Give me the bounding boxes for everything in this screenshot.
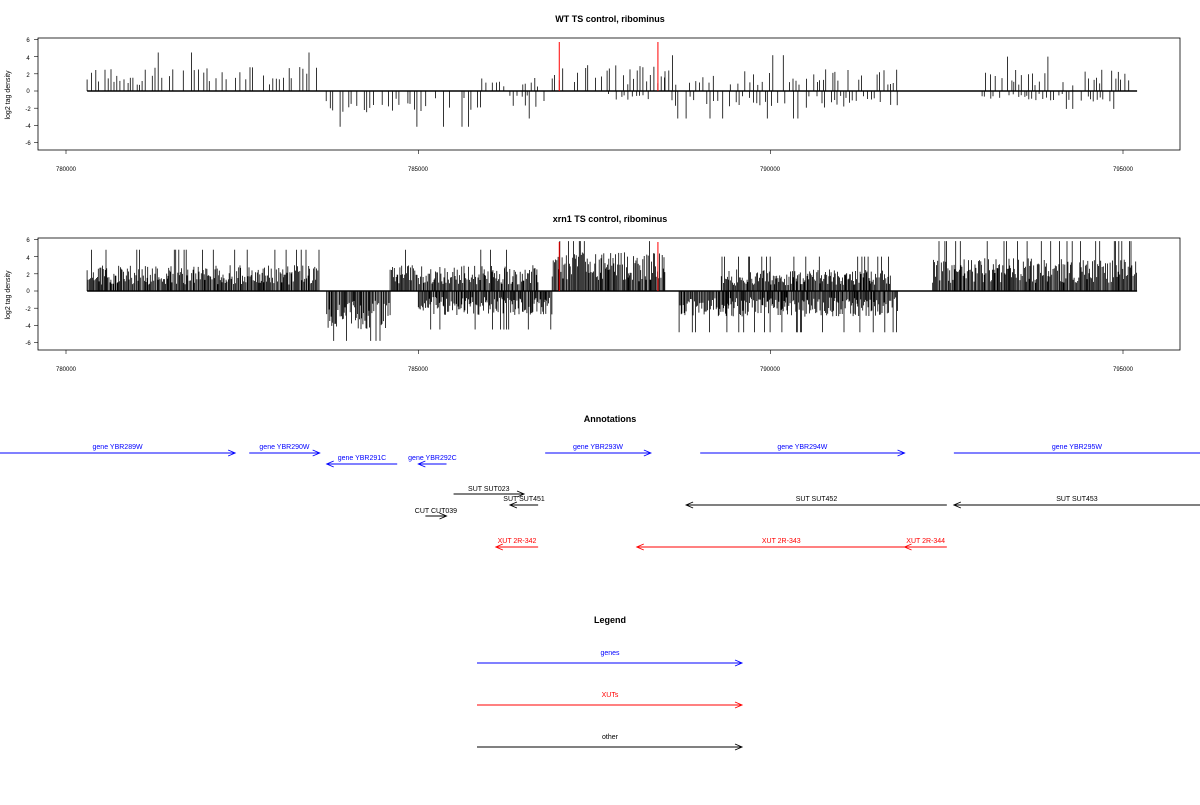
annotation-arrowhead xyxy=(494,543,504,551)
x-tick-label: 780000 xyxy=(56,367,77,373)
annotation-label: SUT SUT451 xyxy=(503,496,545,503)
annotation-feature: gene YBR290W xyxy=(249,444,321,457)
xrn1-track-title: xrn1 TS control, ribominus xyxy=(553,214,668,224)
wt-x-axis: 780000 785000 790000 795000 xyxy=(56,167,1134,173)
y-tick-label: 2 xyxy=(26,273,30,279)
y-tick-label: -4 xyxy=(25,124,31,130)
annotation-label: gene YBR290W xyxy=(259,444,309,451)
y-tick-label: -2 xyxy=(25,307,31,313)
legend-item: genes xyxy=(477,650,744,667)
annotation-feature: SUT SUT453 xyxy=(952,496,1200,509)
annotation-feature: gene YBR293W xyxy=(545,444,653,457)
annotation-feature: gene YBR289W xyxy=(0,444,237,457)
annotation-label: XUT 2R-343 xyxy=(762,538,801,545)
annotation-label: gene YBR293W xyxy=(573,444,623,451)
y-tick-label: -6 xyxy=(25,341,31,347)
x-tick-label: 785000 xyxy=(408,167,429,173)
annotation-label: gene YBR294W xyxy=(777,444,827,451)
wt-track-panel: WT TS control, ribominus log2 tag densit… xyxy=(5,14,1181,173)
xrn1-x-axis: 780000 785000 790000 795000 xyxy=(56,367,1134,373)
legend-arrowhead xyxy=(734,701,744,709)
annotation-label: gene YBR289W xyxy=(93,444,143,451)
x-tick-label: 780000 xyxy=(56,167,77,173)
xrn1-marker-lines xyxy=(558,242,659,291)
annotation-feature: gene YBR295W xyxy=(953,444,1200,454)
annotation-feature: gene YBR294W xyxy=(700,444,906,457)
annotation-arrowhead xyxy=(325,460,334,468)
y-tick-label: 6 xyxy=(26,238,30,244)
annotation-arrowhead xyxy=(903,543,912,551)
xrn1-y-axis-label: log2 tag density xyxy=(5,270,12,320)
annotation-label: SUT SUT453 xyxy=(1056,496,1098,503)
annotation-label: SUT SUT023 xyxy=(468,486,510,493)
wt-y-axis-label: log2 tag density xyxy=(5,70,12,120)
annotation-arrowhead xyxy=(439,512,448,520)
y-tick-label: 4 xyxy=(26,256,30,262)
annotation-arrowhead xyxy=(643,449,653,457)
wt-density-bars xyxy=(86,52,1138,127)
y-tick-label: -2 xyxy=(25,107,31,113)
annotations-panel: Annotations gene YBR289W gene YBR290Wgene… xyxy=(0,414,1200,551)
annotation-label: XUT 2R-342 xyxy=(498,538,537,545)
x-tick-label: 795000 xyxy=(1113,167,1134,173)
wt-y-axis: 6 4 2 0 -2 -4 -6 xyxy=(25,38,31,147)
xrn1-density-bars xyxy=(86,241,1138,341)
y-tick-label: 0 xyxy=(26,289,30,295)
y-tick-label: -6 xyxy=(25,141,31,147)
legend-title: Legend xyxy=(594,615,626,625)
legend-label: XUTs xyxy=(602,692,619,699)
xrn1-track-panel: xrn1 TS control, ribominus log2 tag dens… xyxy=(5,214,1181,373)
legend-arrowhead xyxy=(734,743,744,751)
annotation-arrowhead xyxy=(684,501,694,509)
wt-plot-frame xyxy=(37,37,1181,151)
wt-track-title: WT TS control, ribominus xyxy=(555,14,665,24)
x-tick-label: 790000 xyxy=(760,167,781,173)
x-tick-label: 785000 xyxy=(408,367,429,373)
legend-item: XUTs xyxy=(477,692,744,709)
annotation-label: XUT 2R-344 xyxy=(906,538,945,545)
annotation-features: gene YBR289W gene YBR290W gene YBR291C gene… xyxy=(0,444,1200,551)
y-tick-label: -4 xyxy=(25,324,31,330)
legend-label: other xyxy=(602,734,619,741)
annotation-arrowhead xyxy=(227,449,237,457)
wt-marker-lines xyxy=(558,42,659,91)
annotation-feature: SUT SUT023 xyxy=(453,486,526,498)
y-tick-label: 0 xyxy=(26,89,30,95)
y-tick-label: 2 xyxy=(26,73,30,79)
annotation-feature: CUT CUT039 xyxy=(415,508,457,520)
x-tick-label: 790000 xyxy=(760,367,781,373)
legend-items: genes XUTs other xyxy=(477,650,744,751)
annotation-arrowhead xyxy=(417,460,426,468)
annotation-feature: gene YBR292C xyxy=(408,455,457,468)
annotation-feature: XUT 2R-343 xyxy=(635,538,926,551)
annotation-arrowhead xyxy=(516,490,526,498)
legend-panel: Legend genes XUTs other xyxy=(477,615,744,751)
xrn1-plot-frame xyxy=(37,237,1181,351)
annotation-label: gene YBR295W xyxy=(1052,444,1102,451)
annotations-title: Annotations xyxy=(584,414,637,424)
annotation-label: SUT SUT452 xyxy=(796,496,838,503)
annotation-label: gene YBR292C xyxy=(408,455,457,462)
annotation-arrowhead xyxy=(312,449,321,457)
annotation-arrowhead xyxy=(508,501,518,509)
xrn1-y-axis: 6 4 2 0 -2 -4 -6 xyxy=(25,238,31,347)
annotation-feature: XUT 2R-344 xyxy=(903,538,947,551)
x-tick-label: 795000 xyxy=(1113,367,1134,373)
y-tick-label: 6 xyxy=(26,38,30,44)
y-tick-label: 4 xyxy=(26,56,30,62)
annotation-feature: XUT 2R-342 xyxy=(494,538,539,551)
annotation-feature: SUT SUT451 xyxy=(503,496,545,509)
legend-label: genes xyxy=(600,650,620,657)
annotation-arrowhead xyxy=(952,501,962,509)
annotation-label: gene YBR291C xyxy=(338,455,387,462)
legend-item: other xyxy=(477,734,744,751)
annotation-arrowhead xyxy=(897,449,906,457)
annotation-label: CUT CUT039 xyxy=(415,508,457,515)
legend-arrowhead xyxy=(734,659,744,667)
annotation-feature: gene YBR291C xyxy=(325,455,398,468)
annotation-feature: SUT SUT452 xyxy=(684,496,947,509)
annotation-arrowhead xyxy=(635,543,644,551)
